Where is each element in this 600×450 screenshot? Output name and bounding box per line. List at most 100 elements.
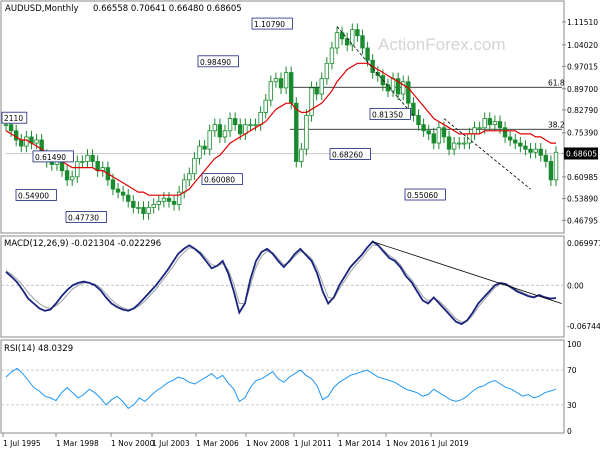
price-annotation-label: 0.55060 — [407, 191, 438, 200]
candle-body — [553, 151, 559, 181]
candle-body — [288, 72, 294, 104]
x-tick-label: 1 Jul 2011 — [294, 439, 332, 448]
macd-tick-label: 0.00 — [567, 281, 584, 290]
macd-line — [5, 240, 557, 326]
candle-body — [141, 207, 146, 214]
rsi-tick-label: 70 — [567, 366, 577, 375]
candle-body — [304, 115, 309, 150]
macd-tick-label: 0.069977 — [567, 239, 600, 248]
candle-body — [477, 127, 482, 130]
candle-body — [187, 173, 192, 181]
price-layer: 1.11510 1.04020 0.97015 0.89700 0.82790 0.753… — [1, 17, 598, 225]
fib-level-label: 38.2 — [548, 120, 565, 129]
candle-body — [548, 161, 554, 181]
candle-body — [197, 145, 202, 159]
candle-body — [309, 87, 314, 116]
candle-body — [227, 118, 233, 132]
candle-body — [446, 136, 452, 150]
price-annotation-label: 0.81350 — [372, 110, 403, 119]
candle-body — [202, 145, 207, 150]
candle-body — [192, 157, 197, 175]
x-tick-label: 1 Jul 2019 — [431, 439, 469, 448]
candle-body — [543, 154, 549, 162]
rsi-tick-label: 30 — [567, 401, 577, 410]
rsi-panel — [0, 339, 565, 434]
price-tick-label: 0.89700 — [567, 85, 598, 94]
candle-body — [462, 142, 467, 145]
candle-body — [232, 118, 238, 126]
x-tick-label: 1 Nov 2000 — [111, 439, 154, 448]
rsi-title: RSI(14) 48.0329 — [4, 344, 73, 354]
candle-body — [24, 136, 29, 147]
candle-body — [538, 148, 543, 156]
price-annotation-box — [369, 107, 411, 120]
rsi-layer: 100 70 30 0 — [1, 340, 582, 436]
price-annotation-box — [329, 148, 371, 160]
candle-body — [324, 62, 330, 80]
ohlc-readout: 0.66558 0.70641 0.66480 0.68605 — [93, 4, 242, 14]
x-tick-label: 1 Jul 1995 — [3, 439, 41, 448]
macd-layer: 0.069977 0.00 -0.067448 — [1, 239, 600, 331]
candle-body — [401, 81, 406, 95]
candle-body — [533, 148, 538, 153]
candle-body — [166, 197, 172, 202]
watermark: ActionForex.com — [378, 35, 506, 54]
price-annotation-box — [15, 189, 57, 201]
candle-body — [182, 179, 187, 193]
candle-body — [110, 179, 116, 190]
price-annotation-label: 0.61490 — [35, 153, 66, 162]
candle-body — [334, 32, 340, 49]
candle-body — [19, 139, 24, 147]
rsi-tick-label: 0 — [567, 427, 572, 436]
candle-body — [329, 47, 335, 64]
candle-body — [497, 121, 503, 129]
macd-panel — [0, 235, 565, 338]
candle-body — [238, 124, 243, 135]
candle-body — [319, 78, 324, 95]
rsi-line — [5, 367, 557, 410]
candle-body — [258, 112, 263, 126]
candle-body — [492, 121, 498, 126]
price-tick-label: 1.11510 — [567, 18, 598, 27]
last-price-badge — [564, 147, 598, 160]
candle-body — [273, 78, 279, 83]
candle-body — [431, 133, 436, 144]
x-tick-label: 1 Nov 2008 — [246, 439, 289, 448]
price-tick-label: 0.82790 — [567, 106, 598, 115]
candle-body — [451, 142, 457, 150]
candle-body — [136, 207, 141, 209]
price-tick-label: 0.97015 — [567, 62, 598, 71]
price-annotation-label: 0.98490 — [200, 58, 231, 67]
candle-body — [212, 124, 217, 132]
candle-body — [253, 124, 258, 127]
candle-body — [390, 78, 396, 92]
candle-body — [487, 118, 492, 126]
macd-trendline — [372, 241, 562, 304]
candle-body — [502, 127, 508, 138]
price-annotation-box — [201, 173, 243, 186]
price-annotation-label: 1.10790 — [254, 20, 285, 29]
candle-body — [421, 124, 426, 132]
price-tick-label: 1.04020 — [567, 41, 598, 50]
candle-body — [13, 130, 19, 141]
price-tick-label: 0.60985 — [567, 173, 598, 182]
candle-body — [441, 127, 447, 138]
candle-body — [90, 154, 95, 162]
candle-body — [299, 148, 304, 162]
candle-body — [70, 176, 75, 181]
candle-body — [294, 102, 299, 162]
candle-body — [3, 124, 9, 127]
candle-body — [513, 139, 518, 144]
trend-dashed-line — [443, 118, 531, 190]
price-annotation-label: 0.60080 — [204, 176, 235, 185]
candle-body — [115, 188, 121, 193]
candle-body — [355, 29, 360, 37]
candle-body — [248, 124, 253, 127]
price-annotation-label: 0.47730 — [68, 213, 99, 222]
candle-body — [482, 118, 487, 129]
price-tick-label: 0.46795 — [567, 216, 598, 225]
price-panel — [0, 0, 565, 234]
candle-body — [120, 191, 126, 196]
